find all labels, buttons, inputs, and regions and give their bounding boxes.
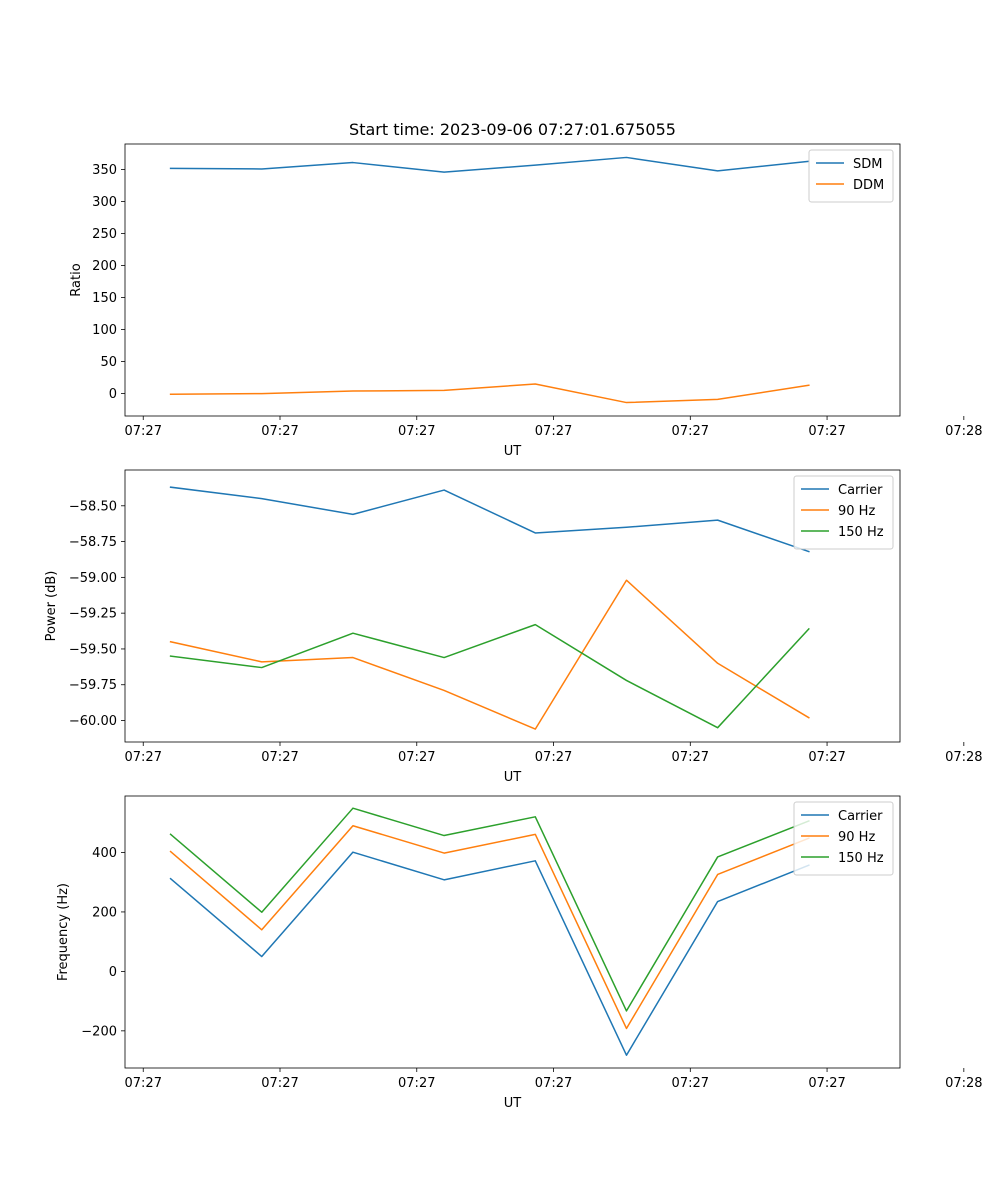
legend-entry-label: 90 Hz bbox=[838, 504, 875, 519]
y-axis-label: Ratio bbox=[69, 263, 84, 296]
y-tick-label: 200 bbox=[92, 259, 117, 274]
x-tick-label: 07:27 bbox=[261, 1076, 298, 1091]
x-tick-label: 07:27 bbox=[398, 424, 435, 439]
series-line-2-3 bbox=[169, 623, 810, 729]
panel-3: 07:27 07:27 07:27 07:27 07:27 07:27 07:28 −200 0… bbox=[56, 795, 983, 1111]
y-tick-label: 0 bbox=[109, 387, 117, 402]
x-tick-label: 07:27 bbox=[808, 424, 845, 439]
y-tick-label: −58.50 bbox=[69, 499, 117, 514]
x-tick-label: 07:27 bbox=[535, 750, 572, 765]
x-tick-label: 07:27 bbox=[125, 1076, 162, 1091]
legend-entry-label: 150 Hz bbox=[838, 525, 884, 540]
series-line-3-2 bbox=[169, 824, 810, 1030]
x-tick-label: 07:27 bbox=[398, 1076, 435, 1091]
y-tick-label: 400 bbox=[92, 846, 117, 861]
legend: Carrier 90 Hz 150 Hz bbox=[793, 475, 894, 550]
panel-2: 07:27 07:27 07:27 07:27 07:27 07:27 07:28 −60.0… bbox=[44, 469, 983, 785]
series-line-1-1 bbox=[169, 156, 810, 173]
legend: Carrier 90 Hz 150 Hz bbox=[793, 801, 894, 876]
y-tick-label: 0 bbox=[109, 965, 117, 980]
y-tick-label: 250 bbox=[92, 227, 117, 242]
y-axis-label: Frequency (Hz) bbox=[56, 883, 71, 981]
y-axis-label: Power (dB) bbox=[44, 571, 59, 642]
y-tick-label: 350 bbox=[92, 163, 117, 178]
x-tick-label: 07:27 bbox=[535, 1076, 572, 1091]
legend-entry-label: 90 Hz bbox=[838, 830, 875, 845]
x-tick-label: 07:28 bbox=[945, 424, 982, 439]
x-axis-label: UT bbox=[504, 444, 522, 459]
y-tick-label: −60.00 bbox=[69, 714, 117, 729]
x-tick-label: 07:28 bbox=[945, 1076, 982, 1091]
x-tick-label: 07:27 bbox=[125, 424, 162, 439]
x-tick-label: 07:27 bbox=[808, 1076, 845, 1091]
y-tick-label: −58.75 bbox=[69, 535, 117, 550]
x-tick-label: 07:27 bbox=[672, 424, 709, 439]
x-axis-label: UT bbox=[504, 770, 522, 785]
y-tick-label: 100 bbox=[92, 323, 117, 338]
series-line-2-1 bbox=[169, 486, 810, 553]
chart-title: Start time: 2023-09-06 07:27:01.675055 bbox=[349, 120, 676, 139]
legend-entry-label: SDM bbox=[853, 157, 882, 172]
panel-1: 07:27 07:27 07:27 07:27 07:27 07:27 07:28 0 50 10… bbox=[69, 120, 983, 459]
series-line-1-2 bbox=[169, 383, 810, 404]
series-line-3-1 bbox=[169, 851, 810, 1056]
x-tick-label: 07:27 bbox=[125, 750, 162, 765]
legend-entry-label: DDM bbox=[853, 178, 884, 193]
axes-frame bbox=[124, 143, 901, 417]
y-tick-label: −59.00 bbox=[69, 571, 117, 586]
legend-entry-label: 150 Hz bbox=[838, 851, 884, 866]
legend-entry-label: Carrier bbox=[838, 809, 883, 824]
y-tick-label: −200 bbox=[81, 1024, 117, 1039]
y-tick-label: 300 bbox=[92, 195, 117, 210]
axes-frame bbox=[124, 469, 901, 743]
x-tick-label: 07:27 bbox=[398, 750, 435, 765]
x-tick-label: 07:27 bbox=[672, 750, 709, 765]
x-tick-label: 07:27 bbox=[261, 750, 298, 765]
x-tick-label: 07:27 bbox=[672, 1076, 709, 1091]
y-tick-label: −59.25 bbox=[69, 607, 117, 622]
x-tick-label: 07:27 bbox=[261, 424, 298, 439]
legend-entry-label: Carrier bbox=[838, 483, 883, 498]
y-tick-label: −59.50 bbox=[69, 642, 117, 657]
x-tick-label: 07:28 bbox=[945, 750, 982, 765]
y-tick-label: −59.75 bbox=[69, 678, 117, 693]
series-line-2-2 bbox=[169, 579, 810, 730]
y-tick-label: 150 bbox=[92, 291, 117, 306]
x-axis-label: UT bbox=[504, 1096, 522, 1111]
x-tick-label: 07:27 bbox=[535, 424, 572, 439]
y-tick-label: 50 bbox=[100, 355, 117, 370]
series-line-3-3 bbox=[169, 807, 810, 1012]
axes-frame bbox=[124, 795, 901, 1069]
legend: SDM DDM bbox=[808, 149, 894, 203]
x-tick-label: 07:27 bbox=[808, 750, 845, 765]
y-tick-label: 200 bbox=[92, 905, 117, 920]
